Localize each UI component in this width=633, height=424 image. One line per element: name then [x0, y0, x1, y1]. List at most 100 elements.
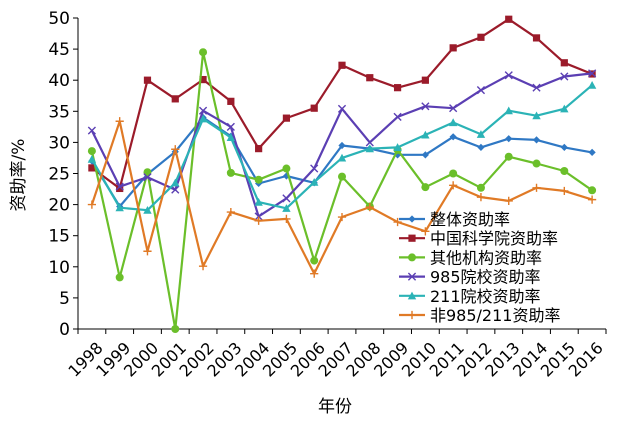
legend-item: 985院校资助率	[399, 268, 541, 287]
legend-label: 985院校资助率	[430, 268, 541, 287]
data-point	[310, 269, 319, 278]
data-point	[477, 143, 485, 151]
data-point	[310, 104, 318, 112]
data-point	[227, 97, 235, 105]
series-line	[90, 116, 593, 208]
y-tick-label: 15	[48, 227, 70, 247]
data-point	[143, 247, 152, 256]
data-point	[476, 193, 486, 202]
data-point	[171, 325, 180, 333]
data-point	[449, 104, 458, 113]
data-point	[338, 172, 346, 181]
data-point	[532, 83, 541, 92]
data-point	[532, 159, 541, 168]
data-point	[393, 84, 402, 92]
legend-item: 非985/211资助率	[399, 306, 560, 325]
legend-marker	[408, 215, 416, 223]
data-point	[115, 117, 124, 126]
data-point	[449, 169, 458, 178]
data-point	[393, 217, 402, 227]
x-axis-title: 年份	[318, 397, 352, 417]
y-tick-label: 30	[48, 133, 70, 153]
data-point	[421, 151, 429, 159]
data-point	[198, 106, 208, 115]
data-point	[560, 143, 568, 151]
data-point	[226, 122, 235, 131]
data-point	[87, 200, 96, 209]
data-point	[421, 76, 429, 84]
data-point	[88, 164, 96, 172]
data-point	[116, 184, 124, 193]
legend-marker	[407, 310, 417, 320]
legend: 整体资助率中国科学院资助率其他机构资助率985院校资助率211院校资助率非985…	[399, 210, 560, 325]
data-point	[255, 145, 263, 153]
series-3	[87, 69, 597, 221]
data-point	[366, 74, 374, 82]
data-point	[143, 76, 152, 84]
data-point	[421, 130, 430, 139]
data-point	[560, 167, 569, 176]
data-point	[198, 262, 208, 271]
data-point	[449, 133, 457, 141]
data-point	[254, 212, 263, 221]
data-point	[337, 153, 347, 162]
data-point	[310, 256, 319, 265]
data-point	[365, 144, 374, 153]
legend-item: 整体资助率	[399, 210, 510, 229]
data-point	[226, 207, 235, 217]
legend-label: 其他机构资助率	[430, 248, 542, 267]
legend-label: 中国科学院资助率	[430, 229, 558, 248]
series-5	[87, 117, 597, 278]
y-tick-label: 10	[48, 258, 70, 278]
data-point	[338, 61, 346, 69]
data-point	[310, 164, 319, 173]
series-4	[87, 80, 597, 214]
y-tick-label: 5	[59, 289, 70, 309]
data-point	[532, 34, 541, 42]
y-tick-label: 50	[48, 9, 70, 29]
data-point	[199, 75, 207, 84]
data-point	[337, 212, 347, 222]
legend-item: 中国科学院资助率	[399, 229, 558, 248]
data-point	[477, 33, 485, 41]
data-point	[254, 197, 263, 206]
data-point	[87, 154, 97, 163]
legend-item: 其他机构资助率	[399, 248, 542, 267]
data-point	[588, 186, 597, 195]
legend-label: 非985/211资助率	[430, 306, 560, 325]
data-point	[476, 86, 486, 95]
data-point	[282, 114, 291, 122]
series-layer	[87, 15, 597, 333]
data-point	[365, 202, 374, 212]
legend-label: 211院校资助率	[430, 287, 541, 306]
data-point	[87, 147, 96, 156]
data-point	[560, 104, 569, 113]
data-point	[504, 196, 513, 205]
legend-label: 整体资助率	[430, 210, 510, 229]
data-point	[588, 148, 596, 156]
legend-marker	[408, 234, 416, 242]
series-1	[88, 15, 596, 193]
y-axis-title: 资助率/%	[9, 139, 29, 212]
data-point	[532, 136, 541, 144]
y-tick-label: 45	[48, 40, 70, 60]
legend-marker	[408, 253, 416, 262]
data-point	[560, 186, 569, 196]
data-point	[115, 182, 124, 191]
data-point	[421, 183, 430, 192]
data-point	[476, 130, 486, 138]
data-point	[588, 195, 597, 204]
series-line	[91, 18, 593, 190]
data-point	[87, 126, 96, 135]
data-point	[448, 118, 458, 127]
y-tick-label: 20	[48, 196, 70, 216]
data-point	[587, 80, 597, 89]
data-point	[393, 112, 402, 121]
y-tick-label: 35	[48, 102, 70, 122]
data-point	[226, 133, 236, 142]
data-point	[198, 114, 208, 123]
data-point	[365, 138, 374, 147]
data-point	[115, 273, 124, 282]
